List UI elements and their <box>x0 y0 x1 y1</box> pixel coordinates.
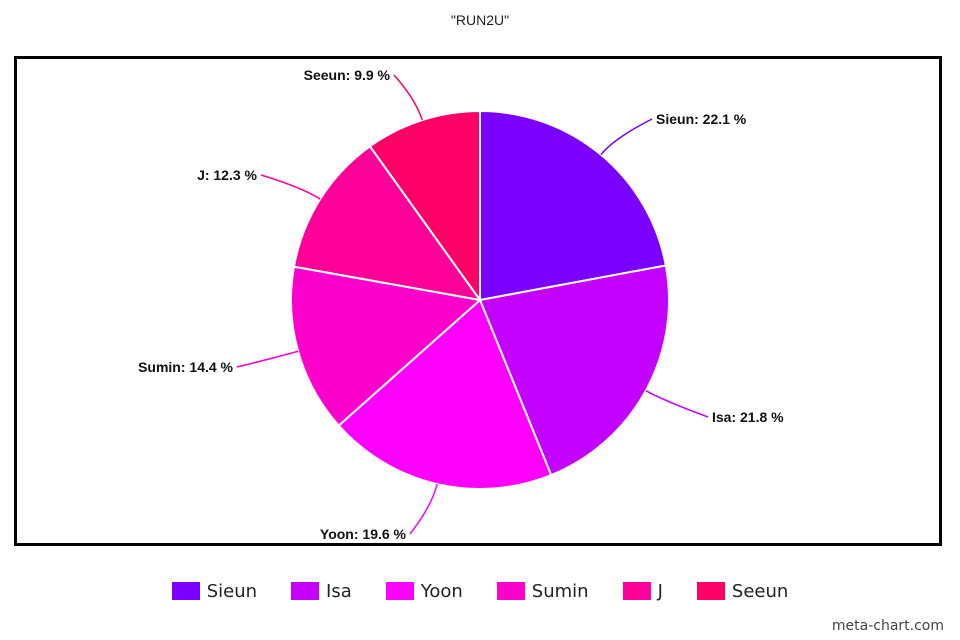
legend-item-isa[interactable]: Isa <box>291 581 352 602</box>
pie-slice-yoon[interactable] <box>337 298 553 490</box>
pie-slice-sieun[interactable] <box>479 109 667 302</box>
data-label-sumin: Sumin: 14.4 % <box>138 359 233 375</box>
pie-slice-j[interactable] <box>292 144 483 302</box>
data-label-isa: Isa: 21.8 % <box>712 409 784 425</box>
legend-swatch <box>696 582 725 600</box>
pie-slice-isa[interactable] <box>478 264 670 477</box>
legend: Sieun Isa Yoon Sumin J Seeun <box>0 576 960 606</box>
legend-swatch <box>171 582 200 600</box>
legend-item-seeun[interactable]: Seeun <box>696 580 789 602</box>
leader-line-sieun <box>600 118 653 156</box>
legend-item-sieun[interactable]: Sieun <box>171 580 258 602</box>
leader-line-isa <box>645 390 709 418</box>
legend-label: Sieun <box>206 580 258 602</box>
legend-swatch <box>385 582 414 600</box>
legend-item-yoon[interactable]: Yoon <box>385 580 463 602</box>
chart-title: "RUN2U" <box>450 12 510 28</box>
legend-label: Sumin <box>531 580 589 602</box>
data-label-yoon: Yoon: 19.6 % <box>320 526 407 542</box>
pie-slice-seeun[interactable] <box>368 109 481 304</box>
leader-line-sumin <box>236 350 299 368</box>
legend-label: J <box>657 580 663 602</box>
data-label-sieun: Sieun: 22.1 % <box>656 111 747 127</box>
legend-item-sumin[interactable]: Sumin <box>496 580 589 602</box>
leader-line-j <box>260 174 321 200</box>
legend-item-j[interactable]: J <box>622 580 663 602</box>
leader-line-seeun <box>393 74 423 121</box>
data-label-seeun: Seeun: 9.9 % <box>304 67 391 83</box>
data-label-j: J: 12.3 % <box>197 167 257 183</box>
legend-swatch <box>496 582 525 600</box>
legend-label: Yoon <box>420 580 463 602</box>
legend-label: Isa <box>326 580 352 602</box>
pie-slice-sumin[interactable] <box>290 265 483 427</box>
credit-text[interactable]: meta-chart.com <box>831 618 944 634</box>
legend-swatch <box>622 582 651 600</box>
legend-label: Seeun <box>731 580 789 602</box>
legend-swatch <box>291 582 320 600</box>
leader-line-yoon <box>409 483 438 535</box>
